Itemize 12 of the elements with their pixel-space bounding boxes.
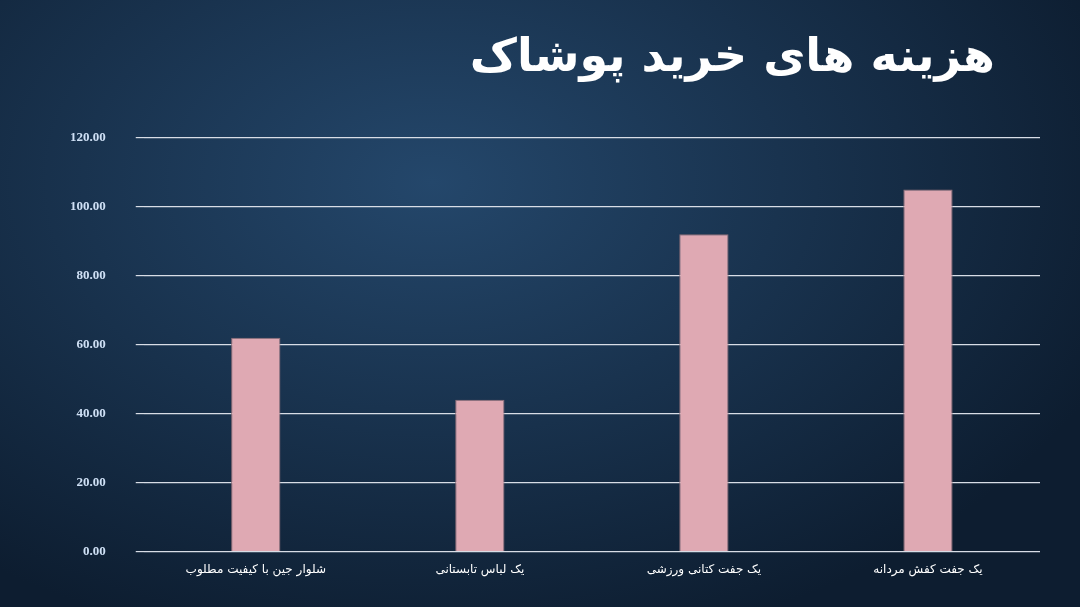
- x-tick-label: شلوار جین با کیفیت مطلوب: [185, 561, 326, 577]
- y-tick-label: 60.00: [76, 336, 106, 352]
- y-tick-label: 100.00: [70, 198, 106, 214]
- y-tick-label: 0.00: [83, 542, 106, 558]
- x-tick-label: یک جفت کتانی ورزشی: [646, 561, 762, 577]
- y-tick-label: 40.00: [76, 405, 106, 421]
- y-tick-label: 80.00: [76, 267, 106, 283]
- y-tick-label: 20.00: [76, 473, 106, 489]
- x-tick-label: یک جفت کفش مردانه: [873, 561, 983, 577]
- x-tick-label: یک لباس تابستانی: [435, 561, 525, 577]
- y-tick-label: 120.00: [70, 129, 106, 145]
- chart-title: هزینه های خرید پوشاک: [469, 28, 995, 82]
